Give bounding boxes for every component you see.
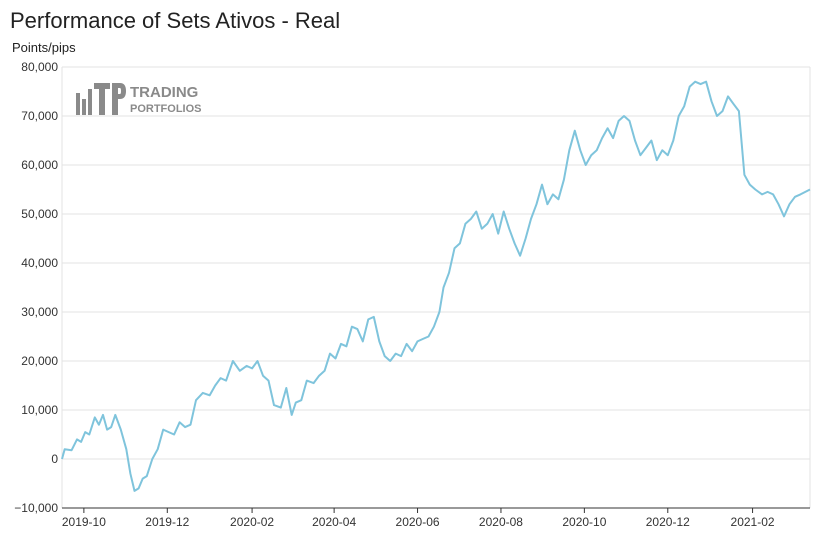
y-tick-label: 0	[51, 452, 58, 466]
chart-title: Performance of Sets Ativos - Real	[10, 8, 341, 33]
x-tick-label: 2020-08	[479, 515, 523, 529]
y-tick-label: 70,000	[21, 109, 58, 123]
x-tick-label: 2020-06	[396, 515, 440, 529]
y-tick-label: 10,000	[21, 403, 58, 417]
x-tick-label: 2020-12	[646, 515, 690, 529]
x-tick-label: 2020-04	[312, 515, 356, 529]
y-tick-label: 30,000	[21, 305, 58, 319]
logo-line2: PORTFOLIOS	[130, 103, 202, 115]
bar-chart-tp-icon	[76, 83, 126, 115]
grid-lines	[61, 66, 811, 509]
x-tick-label: 2020-10	[562, 515, 606, 529]
trading-portfolios-logo: TRADING PORTFOLIOS	[76, 83, 202, 115]
y-axis-ticks: −10,000 0 10,000 20,000 30,000 40,000 50,000 60…	[14, 60, 58, 515]
x-tick-label: 2019-12	[145, 515, 189, 529]
y-tick-label: 80,000	[21, 60, 58, 74]
y-tick-label: 40,000	[21, 256, 58, 270]
logo-line1: TRADING	[130, 84, 198, 101]
y-tick-label: 50,000	[21, 207, 58, 221]
x-tick-label: 2020-02	[230, 515, 274, 529]
x-tick-label: 2019-10	[62, 515, 106, 529]
y-tick-label: 20,000	[21, 354, 58, 368]
y-tick-label: −10,000	[14, 501, 58, 515]
y-tick-label: 60,000	[21, 158, 58, 172]
series-line	[61, 80, 811, 492]
y-axis-label: Points/pips	[12, 40, 76, 55]
x-tick-label: 2021-02	[731, 515, 775, 529]
x-axis-ticks: 2019-10 2019-12 2020-02 2020-04 2020-06 2020-…	[62, 508, 775, 529]
